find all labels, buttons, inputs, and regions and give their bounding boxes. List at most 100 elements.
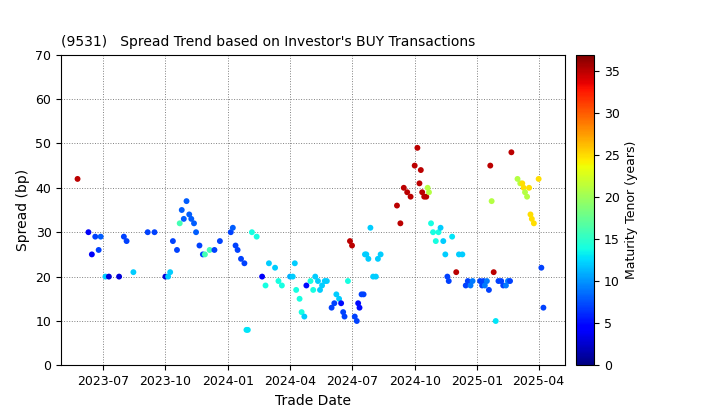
Point — [435, 224, 446, 231]
Point — [316, 282, 328, 289]
Point — [477, 278, 489, 284]
Point — [83, 229, 94, 236]
Point — [488, 269, 500, 276]
Point — [364, 224, 376, 231]
Point — [451, 269, 462, 276]
Point — [214, 238, 225, 244]
Point — [307, 286, 319, 293]
Point — [121, 238, 132, 244]
Point — [398, 184, 410, 191]
Point — [486, 198, 498, 205]
Point — [426, 220, 437, 227]
Point — [402, 189, 413, 196]
Point — [199, 251, 211, 258]
Point — [227, 224, 238, 231]
Point — [319, 278, 330, 284]
Point — [167, 238, 179, 244]
Point — [418, 193, 430, 200]
Point — [512, 176, 523, 182]
Point — [264, 260, 275, 267]
Point — [242, 326, 253, 333]
Point — [284, 273, 296, 280]
Point — [446, 233, 458, 240]
Point — [184, 211, 195, 218]
Point — [467, 278, 478, 284]
Point — [186, 215, 197, 222]
Point — [361, 251, 372, 258]
Point — [538, 304, 549, 311]
Point — [363, 255, 374, 262]
Point — [171, 247, 183, 253]
Point — [460, 282, 472, 289]
Point — [351, 318, 363, 324]
Point — [474, 278, 486, 284]
Point — [289, 260, 300, 267]
Point — [174, 220, 186, 227]
Point — [89, 233, 101, 240]
Point — [178, 215, 189, 222]
Point — [367, 273, 379, 280]
Point — [197, 251, 209, 258]
Point — [95, 233, 107, 240]
Point — [127, 269, 139, 276]
Point — [321, 278, 333, 284]
Point — [238, 260, 250, 267]
Point — [93, 247, 104, 253]
Point — [273, 278, 284, 284]
Point — [230, 242, 241, 249]
Point — [462, 278, 474, 284]
Point — [232, 247, 243, 253]
Point — [422, 184, 433, 191]
Point — [209, 247, 220, 253]
Point — [533, 176, 544, 182]
Point — [372, 255, 384, 262]
Point — [504, 278, 516, 284]
Point — [269, 264, 281, 271]
Point — [523, 184, 535, 191]
Y-axis label: Spread (bp): Spread (bp) — [16, 169, 30, 251]
Point — [326, 304, 338, 311]
Point — [481, 278, 492, 284]
Point — [276, 282, 287, 289]
Point — [414, 180, 426, 187]
Point — [416, 189, 428, 196]
Point — [301, 282, 312, 289]
Text: (9531)   Spread Trend based on Investor's BUY Transactions: (9531) Spread Trend based on Investor's … — [61, 35, 475, 49]
Point — [423, 189, 435, 196]
Point — [296, 309, 307, 315]
Point — [188, 220, 199, 227]
Point — [391, 202, 402, 209]
Point — [521, 193, 533, 200]
Point — [352, 300, 364, 307]
Point — [519, 189, 531, 196]
Point — [349, 313, 361, 320]
Point — [204, 247, 215, 253]
Point — [518, 184, 529, 191]
Point — [287, 273, 299, 280]
Point — [290, 286, 302, 293]
Point — [356, 291, 367, 298]
Point — [113, 273, 125, 280]
Point — [86, 251, 98, 258]
Point — [525, 211, 536, 218]
Point — [342, 278, 354, 284]
Point — [483, 286, 495, 293]
Point — [443, 278, 454, 284]
Point — [492, 278, 504, 284]
Point — [336, 300, 347, 307]
Point — [370, 273, 382, 280]
Point — [430, 238, 441, 244]
Point — [164, 269, 176, 276]
Point — [103, 273, 114, 280]
Point — [433, 229, 444, 236]
Point — [438, 238, 449, 244]
Point — [440, 251, 451, 258]
Point — [181, 198, 192, 205]
Point — [314, 286, 325, 293]
Point — [194, 242, 205, 249]
Point — [526, 215, 538, 222]
Point — [477, 282, 488, 289]
Point — [456, 251, 468, 258]
Point — [490, 318, 502, 324]
Point — [354, 304, 365, 311]
